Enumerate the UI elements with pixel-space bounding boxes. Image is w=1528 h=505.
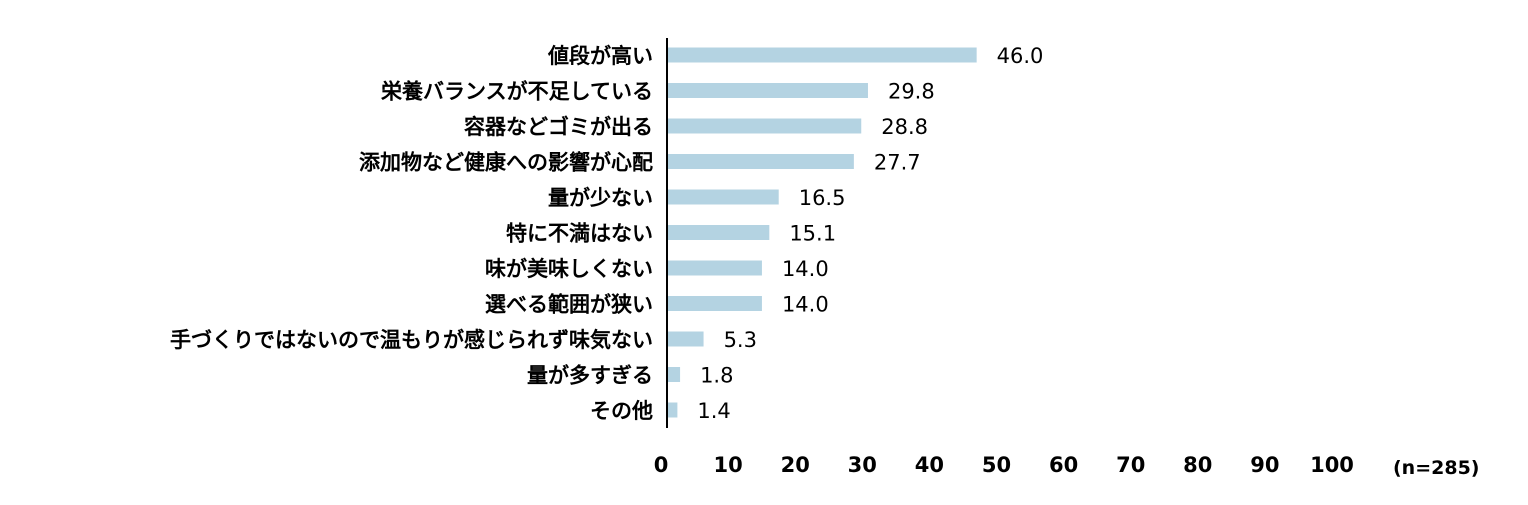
x-tick-30: 30 [848,453,877,477]
category-label-7: 味が美味しくない [485,257,653,281]
x-tick-20: 20 [781,453,810,477]
x-tick-70: 70 [1116,453,1145,477]
x-tick-10: 10 [713,453,742,477]
x-tick-40: 40 [915,453,944,477]
bar-4 [668,154,854,169]
category-label-6: 特に不満はない [506,222,653,246]
bar-8 [668,296,762,311]
category-label-1: 値段が高い [547,44,653,68]
bar-11 [668,402,678,418]
category-labels: 値段が高い栄養バランスが不足している容器などゴミが出る添加物など健康への影響が心… [170,44,653,423]
bar-7 [668,260,762,276]
value-label-11: 1.4 [697,399,730,423]
category-label-3: 容器などゴミが出る [464,115,653,139]
sample-size-note: (n=285) [1393,457,1479,479]
x-tick-100: 100 [1310,453,1354,477]
value-label-3: 28.8 [881,115,928,139]
bar-9 [668,331,704,347]
bar-6 [668,225,770,240]
category-label-4: 添加物など健康への影響が心配 [359,151,653,175]
value-label-4: 27.7 [874,151,921,175]
value-label-10: 1.8 [700,364,733,388]
value-label-6: 15.1 [789,222,836,246]
value-label-2: 29.8 [888,80,935,104]
bar-5 [668,189,779,205]
bars-layer [668,47,977,418]
x-tick-80: 80 [1183,453,1212,477]
category-label-10: 量が多すぎる [527,364,653,388]
value-label-5: 16.5 [799,186,846,210]
category-label-9: 手づくりではないので温もりが感じられず味気ない [170,328,653,352]
x-tick-90: 90 [1250,453,1279,477]
x-tick-0: 0 [654,453,669,477]
bar-10 [668,367,681,382]
bar-3 [668,118,862,134]
x-tick-60: 60 [1049,453,1078,477]
x-tick-50: 50 [982,453,1011,477]
bar-2 [668,83,868,98]
value-label-9: 5.3 [724,328,757,352]
x-tick-labels: 0 10 20 30 40 50 60 70 80 90 100 [654,453,1354,477]
value-label-8: 14.0 [782,293,829,317]
category-label-2: 栄養バランスが不足している [380,80,653,104]
category-label-8: 選べる範囲が狭い [485,293,653,317]
category-label-5: 量が少ない [548,186,653,210]
category-label-11: その他 [590,399,653,423]
value-label-1: 46.0 [997,44,1044,68]
bar-1 [668,47,977,63]
value-labels: 46.0 29.8 28.8 27.7 16.5 15.1 14.0 14.0 5.3 1.8 1.… [697,44,1043,423]
value-label-7: 14.0 [782,257,829,281]
